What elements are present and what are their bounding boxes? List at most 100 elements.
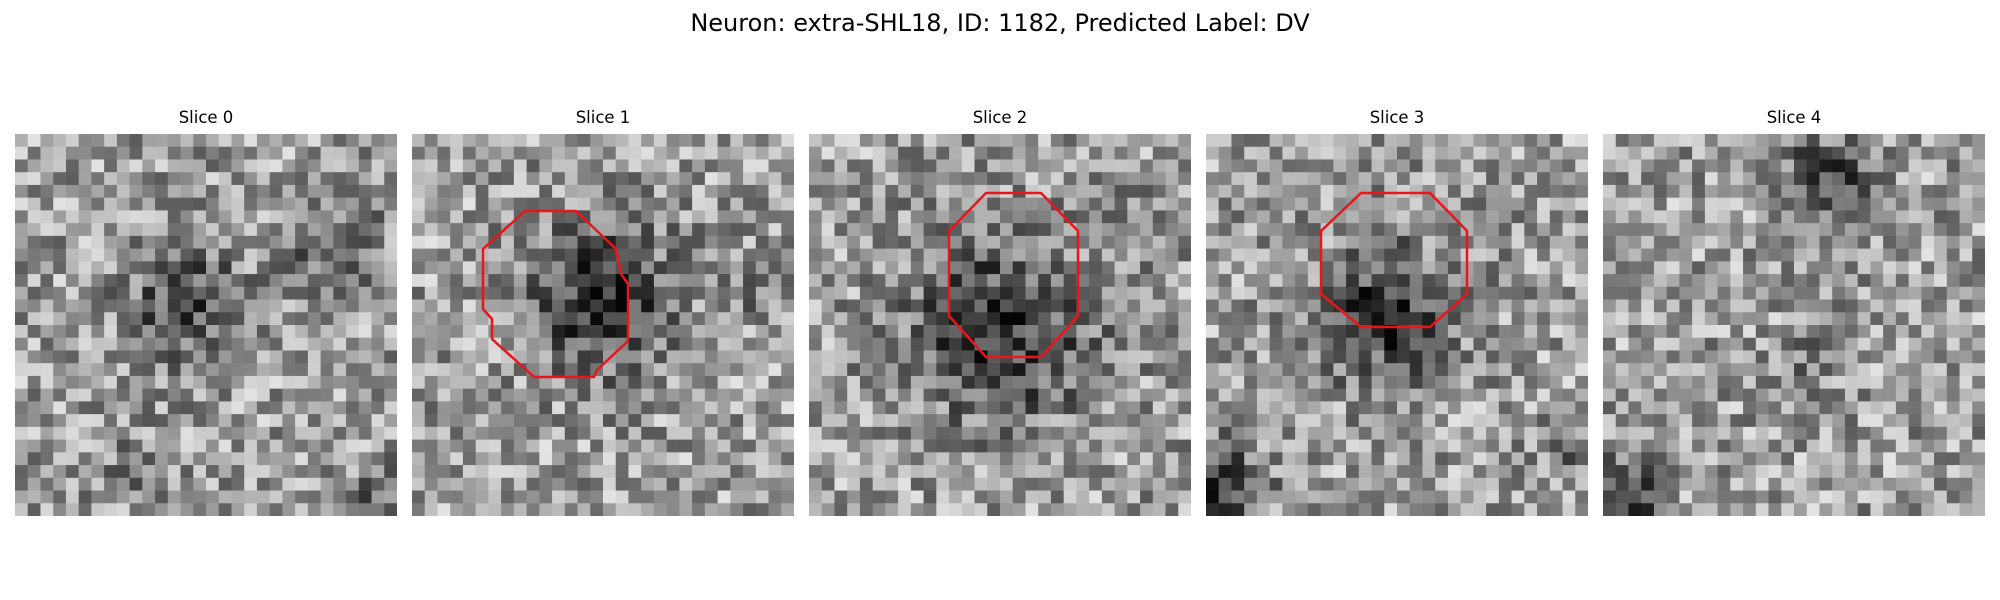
image-pixel [1321,274,1334,287]
image-pixel [1524,376,1537,389]
image-pixel [1858,350,1871,363]
image-pixel [1127,325,1140,338]
image-pixel [15,274,28,287]
image-pixel [1333,363,1346,376]
image-pixel [1575,414,1588,427]
image-pixel [1845,198,1858,211]
image-pixel [425,350,438,363]
image-pixel [359,401,372,414]
image-pixel [1667,338,1680,351]
image-pixel [206,274,219,287]
image-pixel [1051,503,1064,516]
image-pixel [679,172,692,185]
image-pixel [1282,185,1295,198]
image-pixel [1435,134,1448,147]
image-pixel [1346,363,1359,376]
image-pixel [603,401,616,414]
image-pixel [308,414,321,427]
image-pixel [1654,147,1667,160]
image-pixel [1537,236,1550,249]
image-pixel [1295,491,1308,504]
image-pixel [193,172,206,185]
image-pixel [1127,350,1140,363]
image-pixel [168,325,181,338]
image-pixel [1641,465,1654,478]
image-pixel [1896,300,1909,313]
image-pixel [873,134,886,147]
image-pixel [346,261,359,274]
image-pixel [1153,350,1166,363]
image-pixel [781,440,794,453]
image-pixel [1947,172,1960,185]
image-pixel [539,478,552,491]
image-pixel [1308,210,1321,223]
image-pixel [104,223,117,236]
image-pixel [847,478,860,491]
image-pixel [1166,478,1179,491]
image-pixel [1705,261,1718,274]
image-pixel [1972,287,1985,300]
image-pixel [333,427,346,440]
image-pixel [1140,491,1153,504]
image-pixel [527,440,540,453]
image-pixel [1127,338,1140,351]
image-pixel [962,159,975,172]
image-pixel [1473,223,1486,236]
image-pixel [450,440,463,453]
image-pixel [1730,287,1743,300]
image-pixel [1934,210,1947,223]
image-pixel [1641,287,1654,300]
image-pixel [91,363,104,376]
image-pixel [822,300,835,313]
image-pixel [1832,223,1845,236]
image-pixel [1435,491,1448,504]
image-pixel [539,427,552,440]
image-pixel [679,427,692,440]
image-pixel [1960,287,1973,300]
image-pixel [1127,287,1140,300]
image-pixel [641,274,654,287]
image-pixel [1333,350,1346,363]
image-pixel [860,376,873,389]
image-pixel [1845,223,1858,236]
image-pixel [1972,210,1985,223]
image-pixel [463,440,476,453]
image-pixel [1641,478,1654,491]
image-pixel [79,350,92,363]
image-pixel [1089,503,1102,516]
image-pixel [488,325,501,338]
image-pixel [1025,147,1038,160]
image-pixel [924,134,937,147]
image-pixel [756,249,769,262]
image-pixel [308,440,321,453]
image-pixel [463,325,476,338]
image-pixel [654,300,667,313]
image-pixel [809,503,822,516]
image-pixel [1140,185,1153,198]
image-pixel [425,287,438,300]
image-pixel [1231,414,1244,427]
image-pixel [53,350,66,363]
image-pixel [718,134,731,147]
image-pixel [1178,274,1191,287]
image-pixel [1947,210,1960,223]
image-pixel [1870,198,1883,211]
image-pixel [193,325,206,338]
image-pixel [718,478,731,491]
slice-image-0 [15,134,397,516]
image-pixel [1219,312,1232,325]
image-pixel [1550,414,1563,427]
image-pixel [282,223,295,236]
image-pixel [1076,325,1089,338]
image-pixel [219,389,232,402]
image-pixel [781,338,794,351]
image-pixel [1410,249,1423,262]
image-pixel [40,325,53,338]
image-pixel [539,134,552,147]
image-pixel [463,491,476,504]
image-pixel [1641,249,1654,262]
image-pixel [501,401,514,414]
image-pixel [936,338,949,351]
image-pixel [809,287,822,300]
image-pixel [692,427,705,440]
